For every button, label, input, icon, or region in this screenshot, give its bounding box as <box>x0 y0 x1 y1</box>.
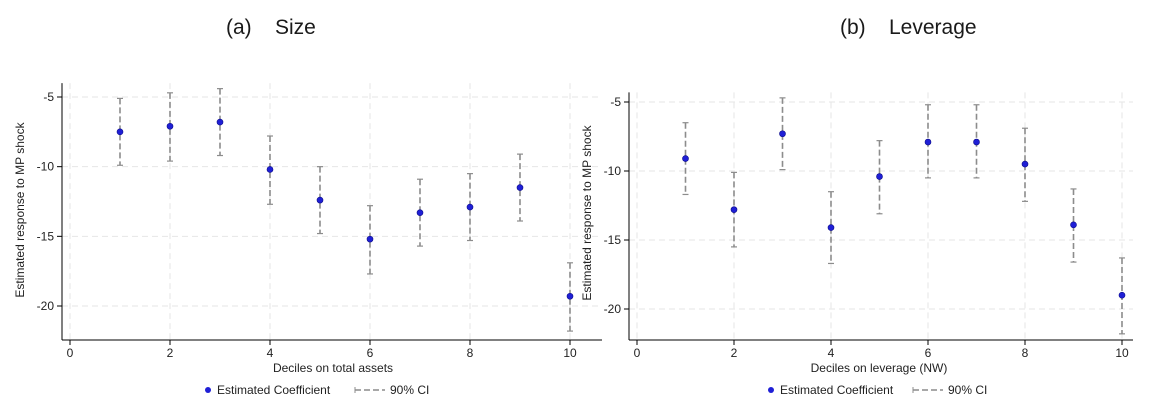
data-point <box>827 224 835 231</box>
data-point <box>216 118 224 126</box>
legend-point-label: Estimated Coefficient <box>780 383 894 397</box>
x-tick-label: 8 <box>467 346 474 360</box>
data-point <box>366 235 374 243</box>
data-point <box>166 122 174 130</box>
x-tick-label: 10 <box>1115 346 1129 360</box>
x-tick-label: 6 <box>925 346 932 360</box>
data-point <box>730 206 738 213</box>
y-tick-label: -10 <box>604 164 622 178</box>
x-tick-label: 8 <box>1022 346 1029 360</box>
data-point <box>1118 291 1126 299</box>
data-point <box>779 130 786 138</box>
x-axis-label: Deciles on total assets <box>273 361 393 375</box>
chart-leverage: -5 -10 -15 -20 0 2 4 6 8 10 Deciles on leverage (N… <box>580 92 1133 397</box>
x-tick-label: 0 <box>67 346 74 360</box>
legend-ci-label: 90% CI <box>948 383 987 397</box>
y-tick-label: -10 <box>37 160 55 174</box>
data-point <box>924 138 932 146</box>
data-point <box>1070 221 1077 229</box>
y-tick-label: -5 <box>610 95 621 109</box>
y-tick-label: -5 <box>43 90 54 104</box>
x-tick-label: 6 <box>367 346 374 360</box>
y-axis-label: Estimated response to MP shock <box>13 121 27 297</box>
y-tick-label: -20 <box>37 299 55 313</box>
x-tick-label: 10 <box>563 346 577 360</box>
x-tick-label: 2 <box>731 346 738 360</box>
data-point <box>316 196 324 204</box>
data-point <box>682 155 689 162</box>
data-point <box>876 173 883 180</box>
legend-point-marker <box>205 387 211 393</box>
data-point <box>1021 160 1029 168</box>
data-point <box>466 203 474 211</box>
panel-a-title: (a) Size <box>226 16 316 39</box>
x-tick-label: 4 <box>828 346 835 360</box>
data-point <box>116 128 124 136</box>
data-point <box>266 166 274 173</box>
data-point <box>516 184 524 191</box>
x-tick-label: 0 <box>634 346 641 360</box>
y-tick-label: -15 <box>37 229 55 243</box>
y-tick-label: -20 <box>604 302 622 316</box>
x-tick-label: 4 <box>267 346 274 360</box>
data-point <box>566 292 574 300</box>
legend-point-label: Estimated Coefficient <box>217 383 331 397</box>
legend-ci-label: 90% CI <box>390 383 429 397</box>
y-tick-label: -15 <box>604 233 622 247</box>
legend-point-marker <box>768 387 774 393</box>
data-point <box>416 209 424 216</box>
data-point <box>973 138 980 146</box>
x-axis-label: Deciles on leverage (NW) <box>811 361 948 375</box>
y-axis-label: Estimated response to MP shock <box>580 124 594 300</box>
x-tick-label: 2 <box>167 346 174 360</box>
chart-size: -5 -10 -15 -20 0 2 4 6 8 10 Deciles on total asset… <box>13 83 602 397</box>
panel-b-title: (b) Leverage <box>840 16 977 39</box>
